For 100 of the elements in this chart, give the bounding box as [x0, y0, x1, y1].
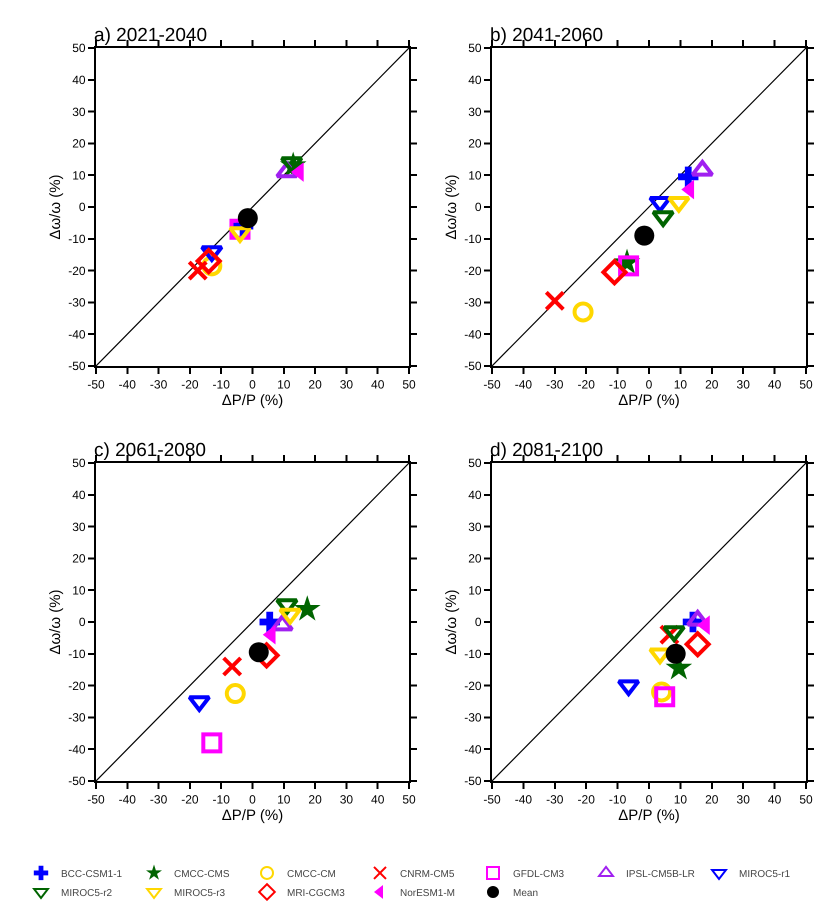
- x-tick-label: 50: [799, 377, 813, 392]
- x-tick-label: -40: [514, 792, 532, 806]
- x-tick-label: 30: [736, 792, 750, 806]
- y-tick-label: 0: [78, 615, 86, 630]
- point: [654, 686, 676, 708]
- legend-label: CNRM-CM5: [400, 868, 455, 880]
- x-tick-label: -30: [150, 377, 168, 392]
- x-tick-label: -10: [608, 377, 627, 392]
- y-tick-label: 0: [474, 200, 482, 214]
- y-tick-label: -50: [68, 774, 86, 788]
- y-tick-label: 50: [468, 41, 482, 56]
- y-tick-label: 30: [72, 104, 86, 119]
- chart-title: c) 2061-2080: [94, 440, 206, 461]
- x-tick-label: 40: [371, 377, 385, 392]
- point: [634, 226, 654, 246]
- y-tick-label: -20: [464, 264, 482, 278]
- legend-label: BCC-CSM1-1: [61, 868, 123, 880]
- point: [601, 259, 628, 286]
- point: [294, 595, 321, 621]
- x-tick-label: 50: [799, 792, 813, 806]
- y-tick-label: -20: [68, 264, 86, 278]
- point: [248, 642, 269, 662]
- x-tick-label: -20: [578, 377, 596, 392]
- y-tick-label: 40: [72, 73, 86, 87]
- x-tick-label: 10: [674, 377, 688, 392]
- y-tick-label: 40: [468, 488, 482, 502]
- legend-label: MIROC5-r3: [174, 888, 226, 899]
- y-axis-title: Δω/ω (%): [443, 174, 460, 240]
- y-tick-label: 10: [72, 168, 86, 182]
- y-tick-label: -10: [68, 647, 86, 661]
- x-tick-label: 0: [646, 792, 653, 806]
- legend-label: Mean: [513, 888, 538, 899]
- x-tick-label: -40: [118, 377, 136, 392]
- y-tick-label: 20: [72, 552, 86, 566]
- point: [224, 683, 246, 704]
- y-tick-label: -40: [68, 327, 86, 342]
- x-tick-label: 40: [768, 792, 782, 806]
- legend-label: IPSL-CM5B-LR: [626, 868, 695, 880]
- x-tick-label: -40: [118, 792, 136, 806]
- x-tick-label: 0: [646, 377, 653, 392]
- x-axis-title: ΔP/P (%): [222, 806, 284, 824]
- legend-label: CMCC-CM: [287, 868, 336, 880]
- point: [196, 248, 222, 274]
- y-tick-label: -20: [464, 678, 482, 693]
- y-tick-label: -40: [464, 742, 482, 756]
- legend-label: CMCC-CMS: [174, 868, 230, 880]
- x-axis-title: ΔP/P (%): [618, 392, 680, 409]
- y-tick-label: 10: [468, 168, 482, 182]
- y-tick-label: 30: [72, 520, 86, 534]
- y-tick-label: -30: [68, 710, 86, 725]
- x-tick-label: 20: [705, 792, 719, 806]
- x-tick-label: 20: [308, 377, 322, 392]
- point: [222, 656, 243, 678]
- y-tick-label: -10: [464, 647, 482, 661]
- x-tick-label: 20: [705, 377, 719, 392]
- x-tick-label: -20: [578, 792, 596, 806]
- x-tick-label: 30: [340, 377, 354, 392]
- x-tick-label: 40: [768, 377, 782, 392]
- y-tick-label: 50: [468, 456, 482, 470]
- x-tick-label: 30: [340, 792, 354, 806]
- y-tick-label: 50: [72, 41, 86, 56]
- legend-label: MIROC5-r1: [739, 868, 791, 880]
- chart-title: a) 2021-2040: [94, 25, 208, 46]
- y-tick-label: 10: [468, 583, 482, 598]
- y-tick-label: 50: [72, 456, 86, 470]
- chart-title: b) 2041-2060: [490, 25, 604, 46]
- x-tick-label: 0: [249, 377, 256, 392]
- chart-title: d) 2081-2100: [490, 440, 604, 461]
- y-axis-title: Δω/ω (%): [47, 589, 64, 655]
- y-tick-label: 30: [468, 104, 482, 119]
- x-tick-label: -10: [212, 792, 230, 806]
- point: [666, 644, 686, 664]
- x-axis-title: ΔP/P (%): [222, 392, 284, 409]
- y-tick-label: -20: [68, 678, 86, 693]
- legend-label: MIROC5-r2: [61, 888, 113, 899]
- point: [544, 290, 566, 312]
- x-tick-label: -20: [181, 792, 199, 806]
- x-tick-label: 40: [371, 792, 385, 806]
- legend-label: GFDL-CM3: [513, 868, 565, 880]
- y-tick-label: -50: [68, 359, 86, 374]
- y-tick-label: -40: [464, 327, 482, 342]
- point: [572, 301, 594, 322]
- y-tick-label: 20: [468, 552, 482, 566]
- x-tick-label: -10: [212, 377, 230, 392]
- point: [238, 208, 258, 228]
- y-tick-label: 0: [78, 200, 86, 214]
- y-tick-label: 20: [468, 136, 482, 151]
- y-axis-title: Δω/ω (%): [47, 174, 64, 240]
- x-axis-title: ΔP/P (%): [618, 806, 680, 824]
- x-tick-label: 0: [249, 792, 256, 806]
- x-tick-label: 50: [402, 377, 416, 392]
- x-tick-label: -30: [546, 377, 564, 392]
- y-tick-label: -50: [464, 359, 482, 374]
- x-tick-label: -40: [514, 377, 532, 392]
- y-tick-label: -10: [464, 232, 482, 246]
- x-tick-label: 10: [277, 792, 291, 806]
- x-tick-label: 50: [402, 792, 416, 806]
- x-tick-label: -10: [608, 792, 627, 806]
- y-tick-label: -50: [464, 774, 482, 788]
- y-tick-label: 10: [72, 583, 86, 598]
